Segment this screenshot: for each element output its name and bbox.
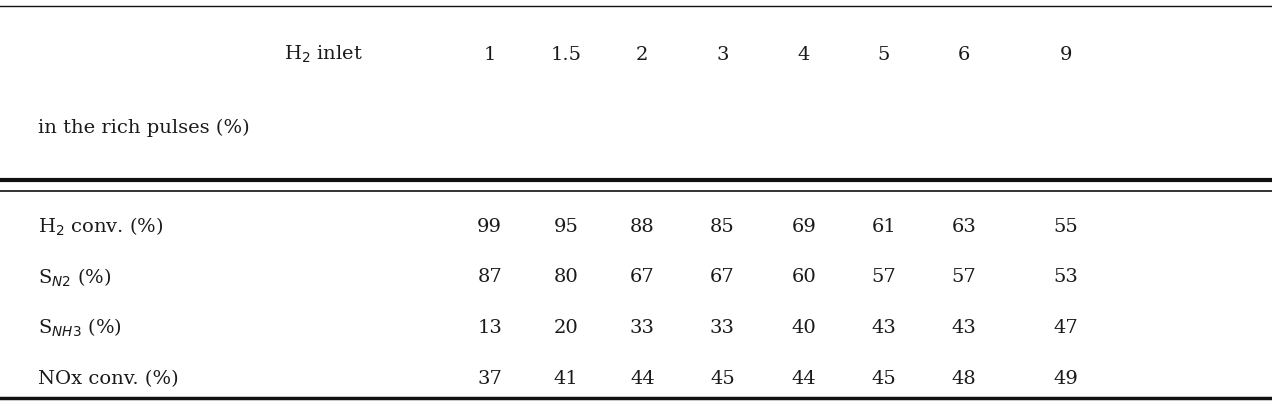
Text: 4: 4 [798,46,810,64]
Text: 5: 5 [878,46,890,64]
Text: 55: 55 [1053,218,1079,236]
Text: 2: 2 [636,46,649,64]
Text: 41: 41 [553,370,579,388]
Text: S$_{NH3}$ (%): S$_{NH3}$ (%) [38,317,122,339]
Text: 37: 37 [477,370,502,388]
Text: H$_2$ conv. (%): H$_2$ conv. (%) [38,215,164,238]
Text: 99: 99 [477,218,502,236]
Text: 43: 43 [951,319,977,337]
Text: 47: 47 [1053,319,1079,337]
Text: 85: 85 [710,218,735,236]
Text: 13: 13 [477,319,502,337]
Text: 87: 87 [477,269,502,286]
Text: 6: 6 [958,46,971,64]
Text: 80: 80 [553,269,579,286]
Text: 69: 69 [791,218,817,236]
Text: 1: 1 [483,46,496,64]
Text: 67: 67 [710,269,735,286]
Text: 44: 44 [630,370,655,388]
Text: 49: 49 [1053,370,1079,388]
Text: 44: 44 [791,370,817,388]
Text: 57: 57 [871,269,897,286]
Text: 45: 45 [710,370,735,388]
Text: 1.5: 1.5 [551,46,581,64]
Text: H$_2$ inlet: H$_2$ inlet [284,44,363,65]
Text: in the rich pulses (%): in the rich pulses (%) [38,118,249,137]
Text: 43: 43 [871,319,897,337]
Text: 33: 33 [630,319,655,337]
Text: 63: 63 [951,218,977,236]
Text: 53: 53 [1053,269,1079,286]
Text: 57: 57 [951,269,977,286]
Text: 3: 3 [716,46,729,64]
Text: 61: 61 [871,218,897,236]
Text: 48: 48 [951,370,977,388]
Text: 95: 95 [553,218,579,236]
Text: 20: 20 [553,319,579,337]
Text: 88: 88 [630,218,655,236]
Text: 40: 40 [791,319,817,337]
Text: 45: 45 [871,370,897,388]
Text: NOx conv. (%): NOx conv. (%) [38,370,179,388]
Text: S$_{N2}$ (%): S$_{N2}$ (%) [38,266,112,289]
Text: 60: 60 [791,269,817,286]
Text: 67: 67 [630,269,655,286]
Text: 9: 9 [1060,46,1072,64]
Text: 33: 33 [710,319,735,337]
